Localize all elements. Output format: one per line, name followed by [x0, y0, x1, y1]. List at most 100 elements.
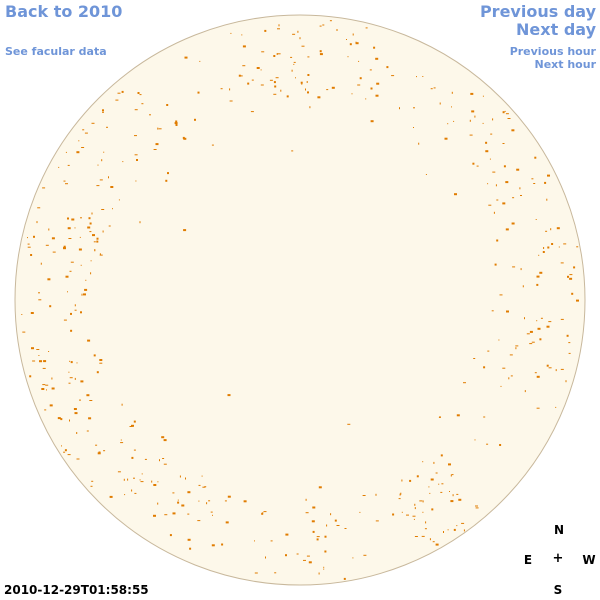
facula-mark	[153, 484, 157, 486]
facula-mark	[399, 493, 401, 496]
previous-day-link[interactable]: Previous day	[479, 2, 596, 21]
facula-mark	[117, 92, 121, 94]
facula-mark	[108, 176, 109, 179]
facula-mark	[44, 409, 47, 411]
facula-mark	[189, 547, 192, 550]
facula-mark	[45, 244, 49, 246]
facula-mark	[70, 361, 73, 364]
facula-mark	[27, 243, 30, 245]
facula-mark	[86, 430, 89, 432]
facula-mark	[499, 444, 502, 446]
facula-mark	[96, 237, 99, 240]
facula-mark	[153, 514, 156, 517]
facula-mark	[512, 197, 515, 199]
next-day-link[interactable]: Next day	[516, 20, 596, 39]
facula-mark	[101, 209, 105, 210]
compass-west-label: W	[582, 553, 596, 567]
facula-mark	[103, 450, 106, 452]
facula-mark	[133, 477, 135, 479]
facula-mark	[137, 92, 140, 94]
facula-mark	[87, 226, 91, 229]
facula-mark	[92, 234, 95, 237]
facula-mark	[74, 309, 77, 311]
facula-mark	[569, 277, 573, 280]
facula-mark	[139, 221, 141, 224]
facula-mark	[74, 412, 78, 415]
facula-mark	[79, 399, 81, 401]
facula-mark	[139, 94, 142, 96]
facula-mark	[529, 330, 533, 333]
facula-mark	[32, 360, 36, 362]
facula-mark	[293, 63, 295, 65]
facula-mark	[386, 66, 389, 69]
facula-mark	[68, 371, 70, 373]
facula-mark	[432, 541, 435, 543]
facula-mark	[391, 75, 395, 77]
facula-mark	[452, 494, 454, 497]
facula-mark	[67, 454, 71, 456]
facula-mark	[121, 90, 124, 93]
facula-mark	[546, 364, 549, 367]
facula-mark	[80, 217, 82, 219]
facula-mark	[555, 406, 557, 408]
facula-mark	[429, 538, 431, 541]
facula-mark	[493, 211, 495, 214]
facula-mark	[177, 501, 180, 504]
facula-mark	[51, 387, 55, 390]
facula-mark	[326, 524, 328, 527]
facula-mark	[424, 528, 427, 530]
facula-mark	[134, 135, 137, 137]
facula-mark	[331, 86, 335, 89]
facula-mark	[182, 136, 185, 139]
facula-mark	[311, 520, 315, 523]
facula-mark	[135, 180, 137, 182]
solar-disk	[14, 14, 586, 586]
facula-mark	[52, 251, 56, 253]
facula-mark	[506, 310, 509, 313]
facula-mark	[422, 76, 424, 77]
facula-mark	[430, 88, 433, 90]
facula-mark	[461, 522, 465, 524]
facula-mark	[211, 144, 214, 146]
facula-mark	[94, 250, 96, 252]
facula-mark	[63, 245, 66, 248]
facula-mark	[443, 531, 444, 533]
facula-mark	[355, 42, 359, 45]
facula-mark	[31, 347, 34, 350]
facula-mark	[262, 512, 264, 514]
facula-mark	[456, 525, 458, 527]
facula-mark	[538, 254, 540, 256]
facula-mark	[375, 493, 377, 496]
facula-mark	[322, 24, 325, 26]
facula-mark	[323, 566, 325, 568]
facula-mark	[74, 227, 76, 229]
previous-hour-link[interactable]: Previous hour	[509, 45, 596, 58]
see-facular-data-link[interactable]: See facular data	[5, 45, 107, 58]
facula-mark	[47, 278, 51, 281]
facula-mark	[447, 529, 449, 531]
facula-mark	[422, 500, 424, 503]
facula-mark	[474, 439, 476, 441]
facula-mark	[103, 151, 105, 153]
facula-mark	[124, 494, 126, 496]
next-hour-link[interactable]: Next hour	[534, 58, 597, 71]
facula-mark	[485, 141, 488, 144]
facula-mark	[134, 492, 137, 494]
facula-mark	[375, 520, 379, 522]
facula-mark	[346, 39, 347, 40]
facula-mark	[509, 354, 513, 356]
facula-mark	[51, 377, 53, 380]
facula-mark	[544, 181, 547, 184]
facula-mark	[175, 124, 178, 126]
facula-mark	[82, 129, 85, 131]
back-to-year-link[interactable]: Back to 2010	[5, 2, 123, 21]
facula-mark	[67, 291, 68, 293]
facula-mark	[398, 498, 401, 500]
facula-mark	[247, 82, 250, 85]
facula-mark	[431, 508, 434, 511]
facula-mark	[67, 164, 70, 166]
facula-mark	[502, 143, 505, 144]
facula-mark	[319, 53, 323, 56]
facula-mark	[306, 555, 310, 557]
facula-mark	[482, 122, 484, 124]
